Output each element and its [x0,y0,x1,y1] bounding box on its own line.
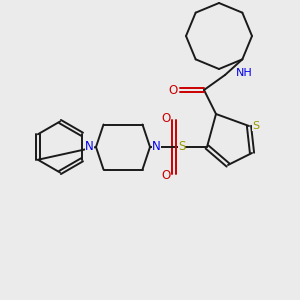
Text: N: N [152,140,161,154]
Text: N: N [85,140,94,154]
Text: NH: NH [236,68,252,79]
Text: S: S [252,121,259,131]
Text: O: O [162,169,171,182]
Text: O: O [162,112,171,125]
Text: O: O [169,83,178,97]
Text: S: S [178,140,185,154]
